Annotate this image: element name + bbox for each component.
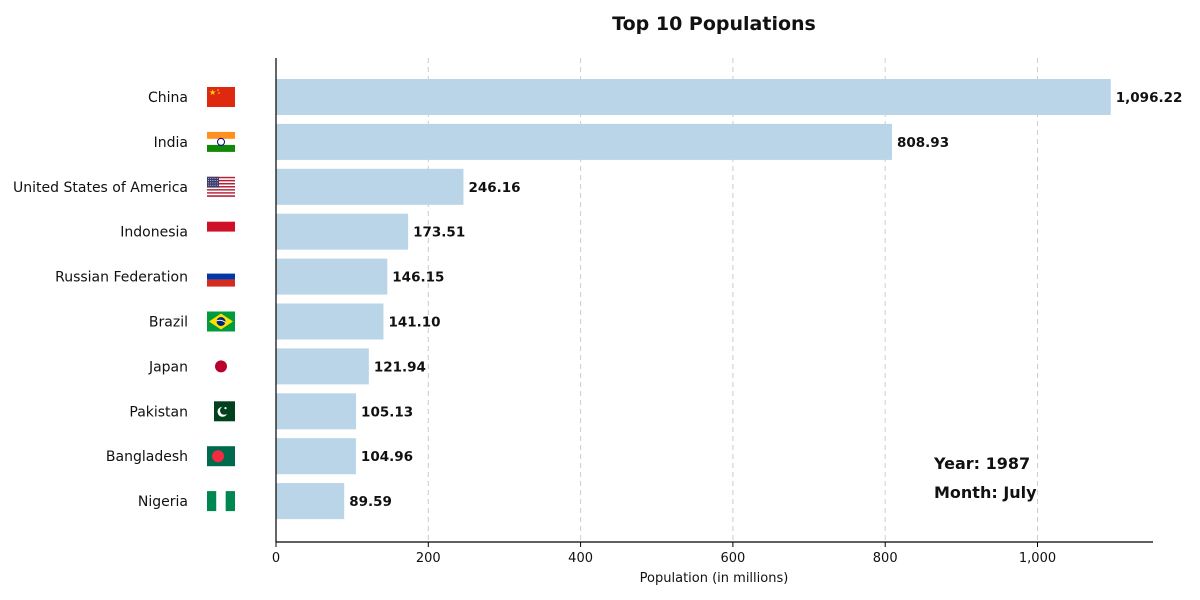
category-label: Nigeria [138, 494, 188, 510]
x-tick-label: 200 [416, 551, 441, 566]
bar [276, 438, 356, 475]
flag-nigeria-icon [207, 491, 235, 512]
chart-title: Top 10 Populations [612, 13, 816, 35]
flag-bangladesh-icon [207, 446, 235, 467]
bar [276, 258, 388, 295]
category-label: Russian Federation [55, 270, 188, 286]
value-label: 1,096.22 [1116, 90, 1183, 106]
category-label: China [148, 90, 188, 106]
x-tick-label: 1,000 [1019, 551, 1056, 566]
value-label: 104.96 [361, 449, 413, 465]
year-annotation: Year: 1987 [933, 454, 1030, 473]
category-label: Brazil [149, 315, 188, 331]
value-label: 121.94 [374, 359, 426, 375]
bar [276, 213, 409, 250]
bar [276, 393, 357, 430]
category-label: Pakistan [129, 404, 188, 420]
flag-usa-icon [207, 176, 235, 197]
flag-china-icon: ★ [207, 87, 235, 107]
value-label: 246.16 [468, 180, 520, 196]
bar [276, 483, 345, 520]
x-tick-label: 600 [720, 551, 745, 566]
flag-indonesia-icon [207, 221, 235, 242]
bars [276, 79, 1111, 520]
x-tick-label: 400 [568, 551, 593, 566]
flag-brazil-icon [207, 311, 235, 332]
bar [276, 348, 369, 385]
category-label: Indonesia [120, 225, 188, 241]
value-label: 808.93 [897, 135, 949, 151]
bar [276, 168, 464, 205]
value-labels: 1,096.22 808.93 246.16 173.51 146.15 141.10 12… [349, 90, 1182, 510]
x-axis-label: Population (in millions) [640, 571, 789, 586]
x-tick-label: 800 [873, 551, 898, 566]
category-label: Japan [148, 359, 188, 375]
value-label: 173.51 [413, 225, 465, 241]
svg-text:★: ★ [209, 88, 216, 97]
x-tick-label: 0 [272, 551, 280, 566]
category-label: India [154, 135, 188, 151]
flag-pakistan-icon [207, 401, 235, 422]
category-label: Bangladesh [106, 449, 188, 465]
value-label: 146.15 [392, 270, 444, 286]
value-label: 105.13 [361, 404, 413, 420]
bar [276, 303, 384, 340]
category-label: United States of America [13, 180, 188, 196]
bar [276, 79, 1111, 115]
flag-india-icon [207, 131, 235, 152]
value-label: 141.10 [388, 315, 440, 331]
flag-russia-icon [207, 266, 235, 287]
flags: ★ [207, 87, 235, 512]
axes: 0 200 400 600 800 1,000 [272, 58, 1153, 566]
flag-japan-icon [207, 356, 235, 377]
bar [276, 123, 893, 160]
month-annotation: Month: July [934, 483, 1037, 502]
value-label: 89.59 [349, 494, 392, 510]
category-labels: China India United States of America Indone… [13, 90, 188, 510]
